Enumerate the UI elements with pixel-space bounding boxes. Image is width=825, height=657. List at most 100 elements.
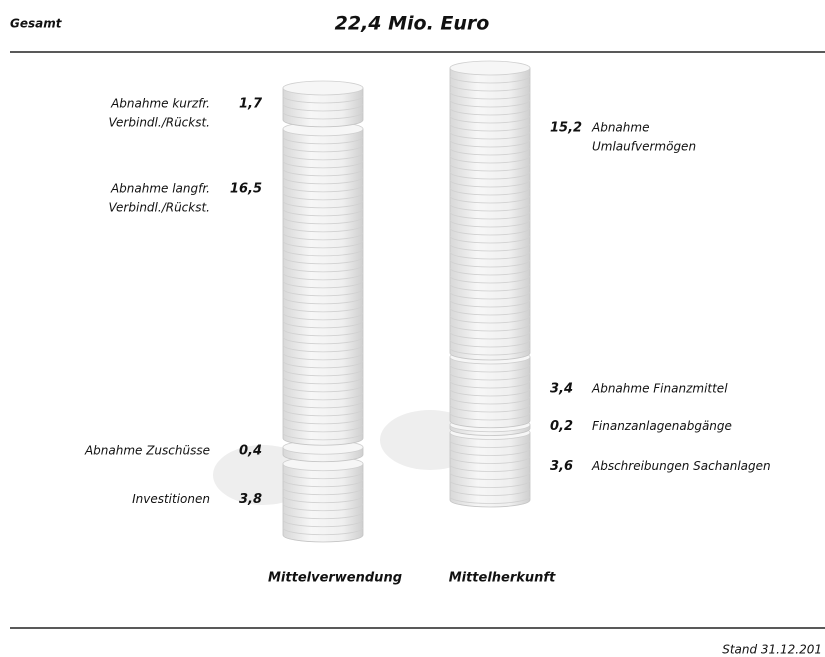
header-label: Gesamt — [10, 17, 63, 31]
coin-edge — [282, 408, 364, 417]
coin-edge — [282, 248, 364, 257]
coin-edge — [449, 163, 531, 172]
coin-edge — [449, 267, 531, 276]
coin-edge — [449, 211, 531, 220]
coin-edge — [449, 171, 531, 180]
segment-label: Abnahme kurzfr. — [110, 96, 210, 110]
segment-label: Abnahme Finanzmittel — [591, 381, 728, 395]
coin-edge — [449, 347, 531, 356]
coin-edge — [449, 307, 531, 316]
coin-edge — [282, 95, 364, 104]
coin-edge — [449, 388, 531, 397]
coin-edge — [449, 219, 531, 228]
coin-edge — [449, 107, 531, 116]
coin-edge — [449, 480, 531, 488]
segment-label: Umlaufvermögen — [592, 140, 696, 154]
coin-edge — [282, 208, 364, 217]
coin-edge — [282, 360, 364, 369]
coin-body — [282, 128, 364, 446]
coin-body — [282, 87, 364, 128]
coin-body — [449, 67, 531, 361]
coin-edge — [282, 527, 364, 536]
coin-edge — [449, 275, 531, 284]
coin-edge — [282, 519, 364, 528]
coin-edge — [282, 152, 364, 161]
coin-edge — [282, 384, 364, 393]
coin-edge — [282, 200, 364, 209]
coin-segment — [282, 80, 364, 128]
coin-edge — [449, 227, 531, 236]
coin-edge — [449, 195, 531, 204]
coin-edge — [282, 103, 364, 112]
coin-edge — [282, 224, 364, 233]
coin-segment — [282, 121, 364, 446]
segment-label: Abnahme langfr. — [110, 181, 210, 195]
footer: Stand 31.12.201 — [722, 643, 822, 657]
coin-edge — [282, 368, 364, 377]
coin-edge — [282, 192, 364, 201]
coin-edge — [282, 272, 364, 281]
coin-edge — [449, 251, 531, 260]
coin-top — [282, 80, 364, 96]
coin-edge — [449, 315, 531, 324]
coin-body — [449, 432, 531, 508]
coin-edge — [282, 336, 364, 345]
coin-edge — [282, 479, 364, 488]
value-label: 1,7 — [239, 96, 263, 111]
coin-edge — [449, 187, 531, 196]
segment-label: Verbindl./Rückst. — [109, 200, 210, 214]
coin-edge — [449, 404, 531, 413]
coin-edge — [282, 352, 364, 361]
coin-edge — [282, 160, 364, 169]
coin-edge — [282, 144, 364, 153]
coin-edge — [449, 259, 531, 268]
coin-edge — [449, 496, 531, 504]
coin-edge — [449, 412, 531, 421]
coin-edge — [282, 344, 364, 353]
coin-edge — [282, 471, 364, 480]
coin-segment — [449, 349, 531, 429]
coin-edge — [449, 235, 531, 244]
coin-edge — [449, 339, 531, 348]
coin-edge — [282, 392, 364, 401]
coin-edge — [449, 179, 531, 188]
coin-edge — [282, 184, 364, 193]
coin-edge — [282, 511, 364, 520]
value-label: 0,4 — [239, 444, 262, 459]
coin-edge — [449, 139, 531, 148]
coin-edge — [449, 448, 531, 456]
coin-edge — [449, 115, 531, 124]
coin-edge — [449, 472, 531, 480]
segment-label: Finanzanlagenabgänge — [592, 419, 732, 433]
coin-segment — [449, 425, 531, 508]
coin-edge — [282, 376, 364, 385]
coin-edge — [282, 424, 364, 433]
value-label: 0,2 — [550, 419, 573, 434]
coin-edge — [449, 440, 531, 448]
coin-edge — [449, 396, 531, 405]
coin-edge — [449, 372, 531, 381]
stack-name: Mittelverwendung — [268, 571, 402, 586]
segment-label: Abnahme — [591, 121, 649, 135]
coin-edge — [282, 176, 364, 185]
coin-edge — [282, 487, 364, 496]
coin-edge — [449, 464, 531, 472]
coin-edge — [449, 83, 531, 92]
coin-edge — [282, 256, 364, 265]
coin-edge — [449, 131, 531, 140]
coin-edge — [449, 91, 531, 100]
chart-title: 22,4 Mio. Euro — [335, 13, 490, 35]
coin-edge — [282, 264, 364, 273]
coin-edge — [449, 123, 531, 132]
coin-edge — [449, 75, 531, 84]
coin-segment — [282, 456, 364, 543]
segment-label: Abschreibungen Sachanlagen — [591, 459, 771, 473]
coin-edge — [282, 312, 364, 321]
value-label: 16,5 — [230, 181, 262, 196]
value-label: 15,2 — [550, 121, 582, 136]
coin-edge — [449, 456, 531, 464]
coin-edge — [282, 232, 364, 241]
coin-edge — [282, 280, 364, 289]
coin-top — [449, 60, 531, 76]
